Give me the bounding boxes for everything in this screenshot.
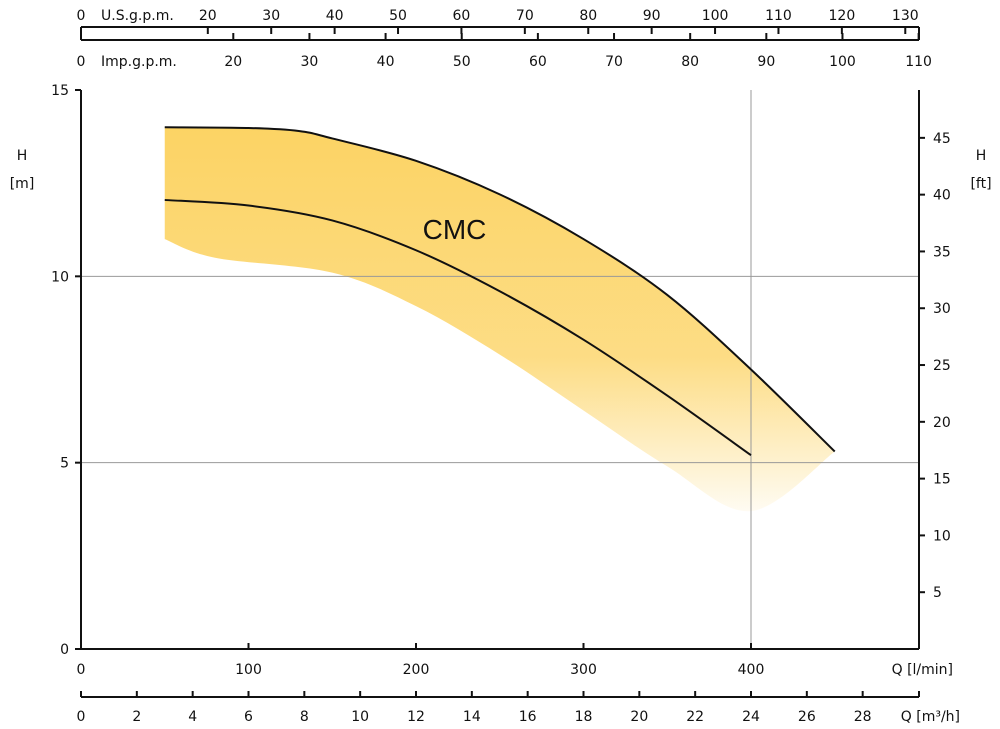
series-label-cmc: CMC: [423, 214, 487, 245]
x2-tick-label: 0: [77, 709, 86, 725]
x2-tick-label: 10: [351, 709, 369, 725]
x2-tick-label: 16: [519, 709, 537, 725]
y-tick-label: 10: [51, 269, 69, 285]
x2-tick-label: 18: [575, 709, 593, 725]
y-axis-unit: [m]: [10, 176, 35, 192]
top-imp-tick-label: 20: [224, 54, 242, 70]
x2-tick-label: 26: [798, 709, 816, 725]
y2-tick-label: 20: [933, 415, 951, 431]
curve-layer: [164, 126, 836, 457]
y2-tick-label: 45: [933, 131, 951, 147]
y2-axis-unit: [ft]: [970, 176, 991, 192]
top-us-tick-label: 110: [765, 8, 792, 24]
top-imp-tick-label: 40: [377, 54, 395, 70]
x2-tick-label: 12: [407, 709, 425, 725]
top-us-tick-label: 80: [579, 8, 597, 24]
top-imp-tick-label: 60: [529, 54, 547, 70]
x2-tick-label: 14: [463, 709, 481, 725]
y-tick-label: 15: [51, 83, 69, 99]
x2-tick-label: 4: [188, 709, 197, 725]
curve-lower: [164, 198, 752, 457]
x-tick-label: 400: [738, 662, 765, 678]
x-tick-label: 300: [570, 662, 597, 678]
performance-band: [164, 127, 835, 512]
y2-tick-label: 15: [933, 472, 951, 488]
x2-tick-label: 8: [300, 709, 309, 725]
top-us-tick-label: 30: [262, 8, 280, 24]
y-tick-label: 5: [60, 456, 69, 472]
top-us-tick-label: 50: [389, 8, 407, 24]
x2-tick-label: 28: [854, 709, 872, 725]
y2-tick-label: 10: [933, 528, 951, 544]
top-imp-axis-label: Imp.g.p.m.: [101, 54, 177, 70]
x-tick-label: 100: [235, 662, 262, 678]
top-us-tick-label: 40: [326, 8, 344, 24]
top-us-tick-label: 70: [516, 8, 534, 24]
top-us-tick-label: 100: [702, 8, 729, 24]
top-us-axis-label: U.S.g.p.m.: [101, 8, 174, 24]
top-us-tick-label: 120: [829, 8, 856, 24]
performance-band-layer: [164, 127, 835, 512]
y2-tick-label: 30: [933, 301, 951, 317]
top-imp-tick-label: 30: [301, 54, 319, 70]
top-imp-tick-label: 0: [77, 54, 86, 70]
x2-tick-label: 20: [630, 709, 648, 725]
top-us-tick-label: 20: [199, 8, 217, 24]
x2-tick-label: 2: [132, 709, 141, 725]
top-us-tick-label: 0: [77, 8, 86, 24]
y-axis-title: H: [17, 148, 28, 164]
top-imp-tick-label: 70: [605, 54, 623, 70]
x-tick-label: 200: [403, 662, 430, 678]
x2-axis-label: Q [m³/h]: [901, 709, 960, 725]
top-imp-tick-label: 50: [453, 54, 471, 70]
top-us-tick-label: 60: [453, 8, 471, 24]
top-us-tick-label: 90: [643, 8, 661, 24]
y-tick-label: 0: [60, 642, 69, 658]
x-tick-label: 0: [77, 662, 86, 678]
top-imp-tick-label: 110: [905, 54, 932, 70]
x2-tick-label: 24: [742, 709, 760, 725]
y2-axis-title: H: [976, 148, 987, 164]
top-imp-tick-label: 80: [681, 54, 699, 70]
x2-tick-label: 22: [686, 709, 704, 725]
x-axis-label: Q [l/min]: [892, 662, 953, 678]
top-us-tick-label: 130: [892, 8, 919, 24]
y2-tick-label: 25: [933, 358, 951, 374]
y2-tick-label: 35: [933, 244, 951, 260]
y2-tick-label: 40: [933, 188, 951, 204]
top-imp-tick-label: 90: [757, 54, 775, 70]
x2-tick-label: 6: [244, 709, 253, 725]
y2-tick-label: 5: [933, 585, 942, 601]
curve-upper: [164, 126, 836, 453]
top-imp-tick-label: 100: [829, 54, 856, 70]
